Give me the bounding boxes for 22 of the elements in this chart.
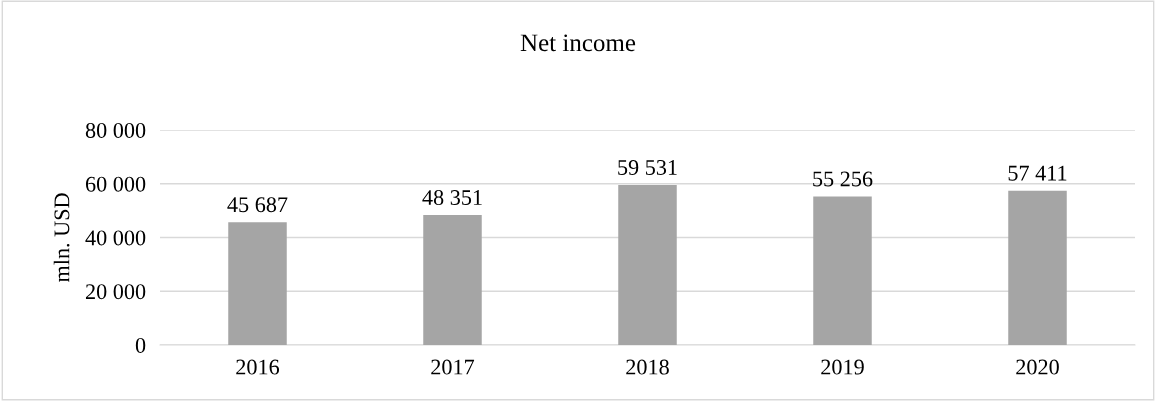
y-tick-label: 0 <box>135 337 146 353</box>
data-label: 45 687 <box>227 197 288 213</box>
x-tick-label: 2019 <box>821 359 864 375</box>
data-label: 55 256 <box>813 171 873 187</box>
bar <box>228 222 287 345</box>
bar <box>1008 190 1067 345</box>
x-tick-label: 2017 <box>431 359 475 375</box>
x-tick-label: 2018 <box>626 359 669 375</box>
x-tick-label: 2020 <box>1016 359 1059 375</box>
data-label: 48 351 <box>422 189 482 205</box>
x-tick-label: 2016 <box>236 359 280 375</box>
y-tick-label: 20 000 <box>85 284 146 300</box>
y-tick-label: 40 000 <box>85 230 146 246</box>
bar <box>423 215 482 345</box>
y-tick-label: 60 000 <box>85 176 146 192</box>
data-label: 57 411 <box>1008 165 1067 181</box>
y-axis-title: mln. USD <box>53 193 70 283</box>
chart-title: Net income <box>520 34 636 52</box>
bar <box>618 185 677 345</box>
y-tick-label: 80 000 <box>85 122 146 138</box>
data-label: 59 531 <box>618 160 677 175</box>
bar <box>813 196 872 345</box>
